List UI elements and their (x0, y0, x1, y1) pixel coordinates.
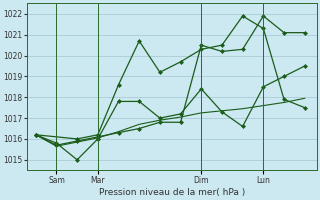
X-axis label: Pression niveau de la mer( hPa ): Pression niveau de la mer( hPa ) (99, 188, 245, 197)
